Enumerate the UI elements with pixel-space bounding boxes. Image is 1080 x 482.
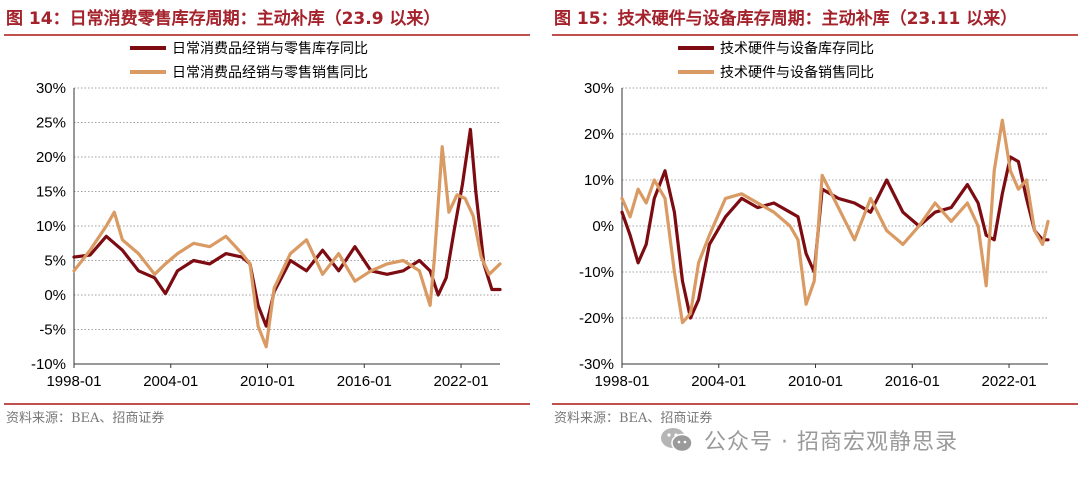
legend-label: 技术硬件与设备销售同比 <box>720 64 874 81</box>
source-rule <box>4 403 530 405</box>
y-tick-label: 20% <box>584 126 614 143</box>
y-tick-label: -10% <box>579 264 614 281</box>
figure-title: 图 14：日常消费零售库存周期：主动补库（23.9 以来） <box>6 9 441 29</box>
figure-title: 图 15：技术硬件与设备库存周期：主动补库（23.11 以来） <box>554 9 1018 29</box>
x-tick-label: 2016-01 <box>337 373 392 390</box>
x-tick-label: 2022-01 <box>981 373 1036 390</box>
chart-inventory-cycle-consumer-staples: -10% -5% 0% 5% 10% 15% 20% 25% 30% 1998-01 2004-01… <box>31 41 502 390</box>
legend-label: 日常消费品经销与零售销售同比 <box>172 65 368 81</box>
y-tick-label: 0% <box>44 287 66 304</box>
x-tick-label: 1998-01 <box>46 373 101 390</box>
y-tick-label: -20% <box>579 310 614 327</box>
series-line-sales <box>72 145 502 349</box>
y-tick-label: 0% <box>592 218 614 235</box>
watermark: 公众号 · 招商宏观静思录 <box>660 424 958 456</box>
y-tick-label: 10% <box>584 172 614 189</box>
x-tick-label: 2004-01 <box>691 373 746 390</box>
series-line-inventory <box>72 127 502 328</box>
y-tick-label: 20% <box>36 149 66 166</box>
y-tick-label: -5% <box>39 322 66 339</box>
watermark-text: 公众号 · 招商宏观静思录 <box>704 430 958 455</box>
title-rule <box>4 34 530 36</box>
wechat-icon <box>661 428 693 453</box>
y-tick-label: 5% <box>44 253 66 270</box>
x-tick-label: 2010-01 <box>788 373 843 390</box>
y-tick-label: 10% <box>36 218 66 235</box>
title-rule <box>552 34 1078 36</box>
x-tick-label: 1998-01 <box>594 373 649 390</box>
source-note: 资料来源：BEA、招商证券 <box>6 411 165 426</box>
x-tick-label: 2016-01 <box>885 373 940 390</box>
x-tick-label: 2022-01 <box>433 373 488 390</box>
series-line-sales <box>620 118 1050 325</box>
series-line-inventory <box>620 155 1050 320</box>
figure-panel-15: 图 15：技术硬件与设备库存周期：主动补库（23.11 以来） -30% -20%… <box>548 0 1078 430</box>
x-tick-label: 2010-01 <box>240 373 295 390</box>
y-tick-label: 15% <box>36 184 66 201</box>
y-tick-label: 30% <box>584 80 614 97</box>
y-tick-label: 25% <box>36 115 66 132</box>
legend-label: 技术硬件与设备库存同比 <box>720 40 874 57</box>
figure-panel-14: 图 14：日常消费零售库存周期：主动补库（23.9 以来） -10% -5% 0% 5… <box>0 0 530 430</box>
y-tick-label: -30% <box>579 356 614 373</box>
y-tick-label: -10% <box>31 356 66 373</box>
legend-label: 日常消费品经销与零售库存同比 <box>172 41 368 57</box>
source-note: 资料来源：BEA、招商证券 <box>554 411 713 426</box>
chart-inventory-cycle-tech-hardware: -30% -20% -10% 0% 10% 20% 30% 1998-01 2004-01 201… <box>579 40 1050 390</box>
x-tick-label: 2004-01 <box>143 373 198 390</box>
source-rule <box>552 403 1078 405</box>
y-tick-label: 30% <box>36 80 66 97</box>
